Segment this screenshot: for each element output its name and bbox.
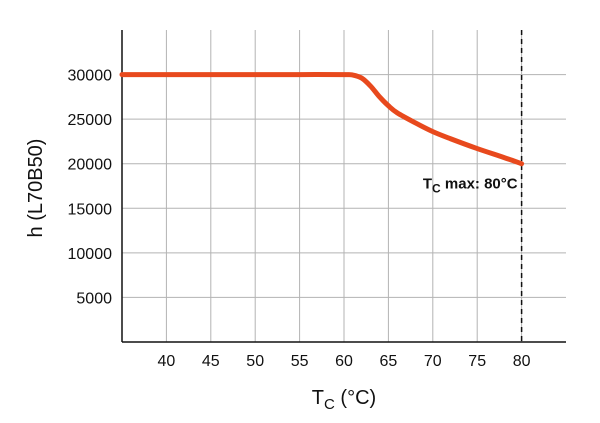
- y-tick-label: 25000: [68, 112, 113, 129]
- x-axis-title: TC (°C): [312, 387, 376, 413]
- x-tick-label: 55: [291, 353, 309, 370]
- y-axis-title: h (L70B50): [25, 139, 47, 238]
- annotation-main: T: [423, 176, 432, 193]
- x-axis-title-unit: (°C): [335, 387, 376, 409]
- grid: [122, 30, 566, 342]
- series-layer: [119, 30, 525, 342]
- y-tick-label: 10000: [68, 246, 113, 263]
- x-tick-label: 60: [335, 353, 353, 370]
- x-tick-label: 80: [513, 353, 531, 370]
- labels: 40 45 50 55 60 65 70 75 80 5000 10000 15000 20000 250…: [25, 68, 531, 413]
- annotation-sub: C: [432, 182, 441, 196]
- x-axis-title-sub: C: [324, 396, 335, 413]
- x-tick-label: 40: [158, 353, 176, 370]
- annotation-rest: max: 80°C: [441, 176, 518, 193]
- max-temperature-annotation: TC max: 80°C: [423, 176, 518, 196]
- x-tick-label: 45: [202, 353, 220, 370]
- x-tick-label: 65: [380, 353, 398, 370]
- y-tick-label: 5000: [76, 290, 112, 307]
- x-tick-label: 75: [468, 353, 486, 370]
- x-tick-label: 70: [424, 353, 442, 370]
- x-tick-label: 50: [246, 353, 264, 370]
- y-tick-label: 30000: [68, 68, 113, 85]
- y-tick-label: 20000: [68, 157, 113, 174]
- lifetime-curve: [119, 72, 525, 167]
- axes: [121, 30, 566, 343]
- x-axis-title-main: T: [312, 387, 324, 409]
- y-tick-label: 15000: [68, 201, 113, 218]
